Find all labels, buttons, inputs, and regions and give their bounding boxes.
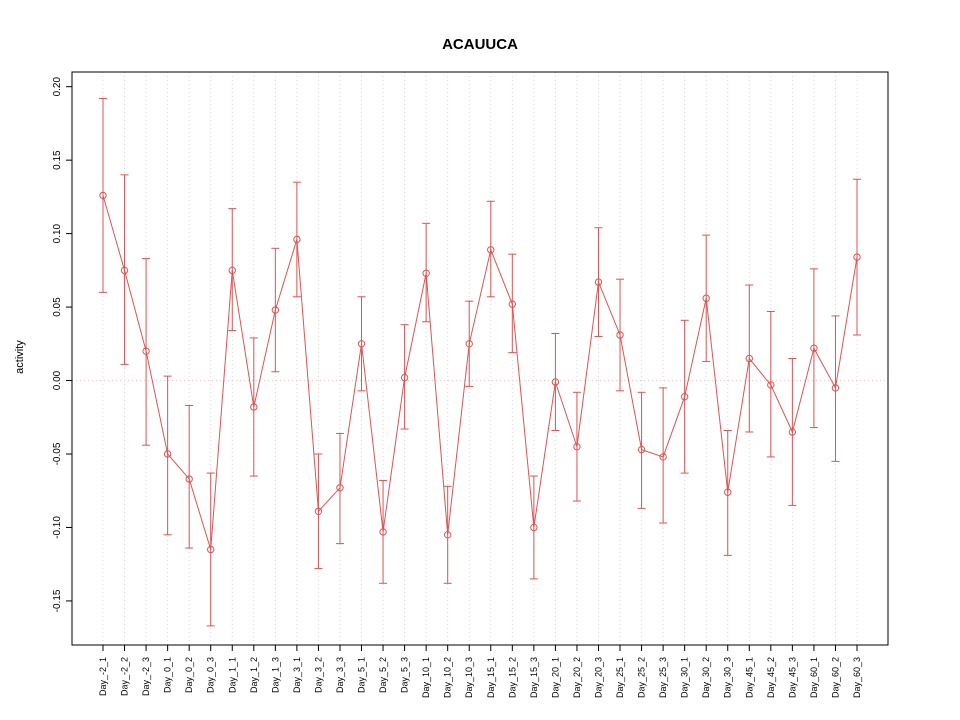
y-tick-label: -0.10 (52, 516, 63, 539)
x-tick-label: Day_3_2 (313, 657, 323, 693)
data-point (357, 340, 366, 348)
data-point (551, 378, 560, 386)
x-tick-label: Day_20_1 (550, 657, 560, 698)
x-tick-label: Day_1_1 (227, 657, 237, 693)
data-point (573, 442, 581, 451)
x-tick-label: Day_3_1 (292, 657, 302, 693)
x-tick-label: Day_10_3 (464, 657, 474, 698)
data-point (422, 269, 430, 277)
data-point (228, 266, 236, 275)
x-tick-label: Day_0_2 (184, 657, 194, 693)
data-point (314, 507, 323, 515)
data-point (250, 403, 258, 411)
x-tick-label: Day_5_1 (357, 657, 367, 693)
x-tick-label: Day_-2_1 (98, 657, 108, 696)
data-point (788, 428, 797, 436)
data-point (508, 300, 517, 308)
x-tick-label: Day_3_3 (335, 657, 345, 693)
x-tick-label: Day_10_2 (443, 657, 453, 698)
x-tick-label: Day_30_3 (723, 657, 733, 698)
data-point (379, 528, 387, 536)
data-point (443, 531, 452, 539)
x-tick-label: Day_25_1 (615, 657, 625, 698)
y-tick-label: -0.15 (52, 589, 63, 612)
data-point (659, 453, 667, 461)
data-point (680, 393, 689, 401)
x-tick-label: Day_15_2 (507, 657, 517, 698)
y-tick-label: 0.05 (52, 297, 63, 317)
data-point (120, 266, 129, 275)
data-point (724, 488, 732, 496)
y-tick-label: -0.05 (52, 442, 63, 465)
x-tick-label: Day_-2_2 (120, 657, 130, 696)
data-point (530, 523, 538, 532)
y-tick-label: 0.20 (52, 77, 63, 97)
data-point (745, 354, 753, 363)
x-tick-label: Day_30_2 (701, 657, 711, 698)
x-tick-label: Day_45_3 (787, 657, 797, 698)
x-tick-label: Day_0_3 (206, 657, 216, 693)
data-point (271, 306, 280, 314)
data-point (142, 347, 150, 355)
x-tick-label: Day_60_3 (852, 657, 862, 698)
x-tick-label: Day_5_2 (378, 657, 388, 693)
data-point (594, 278, 603, 286)
series-line (102, 195, 858, 550)
y-tick-label: 0.00 (52, 370, 63, 390)
y-tick-label: 0.15 (52, 150, 63, 170)
data-point (487, 246, 495, 254)
x-tick-label: Day_15_1 (486, 657, 496, 698)
x-tick-label: Day_10_1 (421, 657, 431, 698)
x-tick-label: Day_-2_3 (141, 657, 151, 696)
x-tick-label: Day_1_3 (270, 657, 280, 693)
x-tick-label: Day_25_2 (637, 657, 647, 698)
x-tick-label: Day_20_3 (593, 657, 603, 698)
data-point (637, 445, 646, 454)
chart-title: ACAUUCA (442, 36, 518, 53)
data-point (207, 545, 215, 554)
x-tick-label: Day_45_1 (744, 657, 754, 698)
data-point (767, 381, 775, 389)
data-point (185, 475, 193, 483)
plot-box (71, 71, 889, 646)
data-point (702, 294, 710, 302)
data-point (400, 373, 409, 382)
x-tick-label: Day_20_2 (572, 657, 582, 698)
x-tick-label: Day_25_3 (658, 657, 668, 698)
x-tick-label: Day_60_2 (830, 657, 840, 698)
data-point (831, 384, 840, 392)
data-point (616, 331, 624, 339)
data-point (99, 191, 107, 200)
x-tick-label: Day_15_3 (529, 657, 539, 698)
data-point (163, 450, 172, 458)
x-tick-label: Day_5_3 (400, 657, 410, 693)
data-point (293, 235, 301, 244)
x-tick-label: Day_0_1 (163, 657, 173, 693)
y-tick-label: 0.10 (52, 223, 63, 243)
x-tick-label: Day_1_2 (249, 657, 259, 693)
data-point (810, 344, 818, 352)
data-point (853, 253, 861, 261)
data-point (465, 340, 473, 348)
x-tick-label: Day_30_1 (680, 657, 690, 698)
x-tick-label: Day_60_1 (809, 657, 819, 698)
x-tick-label: Day_45_2 (766, 657, 776, 698)
data-point (336, 484, 344, 492)
